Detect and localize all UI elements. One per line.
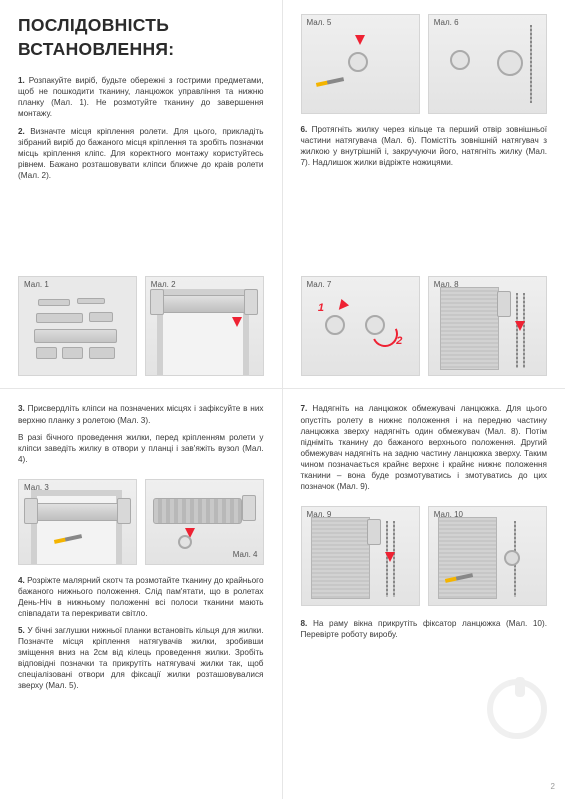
step-7: 7. Надягніть на ланцюжок обмежувачі ланц…	[301, 403, 548, 492]
figure-9-caption: Мал. 9	[307, 510, 332, 521]
figure-5: Мал. 5	[301, 14, 420, 114]
page-number: 2	[551, 782, 555, 793]
page-title: ПОСЛІДОВНІСТЬ ВСТАНОВЛЕННЯ:	[18, 14, 264, 61]
figure-7-caption: Мал. 7	[307, 280, 332, 291]
anno-1: 1	[318, 301, 324, 316]
figure-9: Мал. 9	[301, 506, 420, 606]
step-5: 5. У бічні заглушки нижньої планки встан…	[18, 625, 264, 691]
figure-10: Мал. 10	[428, 506, 547, 606]
figure-7: Мал. 7 1 2	[301, 276, 420, 376]
figure-3-caption: Мал. 3	[24, 483, 49, 494]
figure-5-caption: Мал. 5	[307, 18, 332, 29]
figure-2: Мал. 2 ~5cm	[145, 276, 264, 376]
column-bottom-left: 3. Присвердліть кліпси на позначених міс…	[0, 389, 283, 799]
figure-6-caption: Мал. 6	[434, 18, 459, 29]
step-3: 3. Присвердліть кліпси на позначених міс…	[18, 403, 264, 425]
figure-8-caption: Мал. 8	[434, 280, 459, 291]
column-top-right: Мал. 5 Мал. 6 6. Протягніть жилку через …	[283, 0, 565, 389]
figure-1-caption: Мал. 1	[24, 280, 49, 291]
step-1: 1. Розпакуйте виріб, будьте обережні з г…	[18, 75, 264, 119]
step-8: 8. На раму вікна прикрутіть фіксатор лан…	[301, 618, 548, 640]
figure-1: Мал. 1	[18, 276, 137, 376]
column-top-left: ПОСЛІДОВНІСТЬ ВСТАНОВЛЕННЯ: 1. Розпакуйт…	[0, 0, 283, 389]
figure-8: Мал. 8	[428, 276, 547, 376]
step-4: 4. Розріжте малярний скотч та розмотайте…	[18, 575, 264, 619]
figure-3: Мал. 3	[18, 479, 137, 565]
figure-4: Мал. 4	[145, 479, 264, 565]
figure-4-caption: Мал. 4	[233, 550, 258, 561]
figure-10-caption: Мал. 10	[434, 510, 463, 521]
step-6: 6. Протягніть жилку через кільце та перш…	[301, 124, 548, 168]
figure-6: Мал. 6	[428, 14, 547, 114]
column-bottom-right: 7. Надягніть на ланцюжок обмежувачі ланц…	[283, 389, 565, 799]
step-2: 2. Визначте місця кріплення ролети. Для …	[18, 126, 264, 181]
step-3b: В разі бічного проведення жилки, перед к…	[18, 432, 264, 465]
figure-2-caption: Мал. 2	[151, 280, 176, 291]
watermark-icon	[487, 679, 547, 739]
